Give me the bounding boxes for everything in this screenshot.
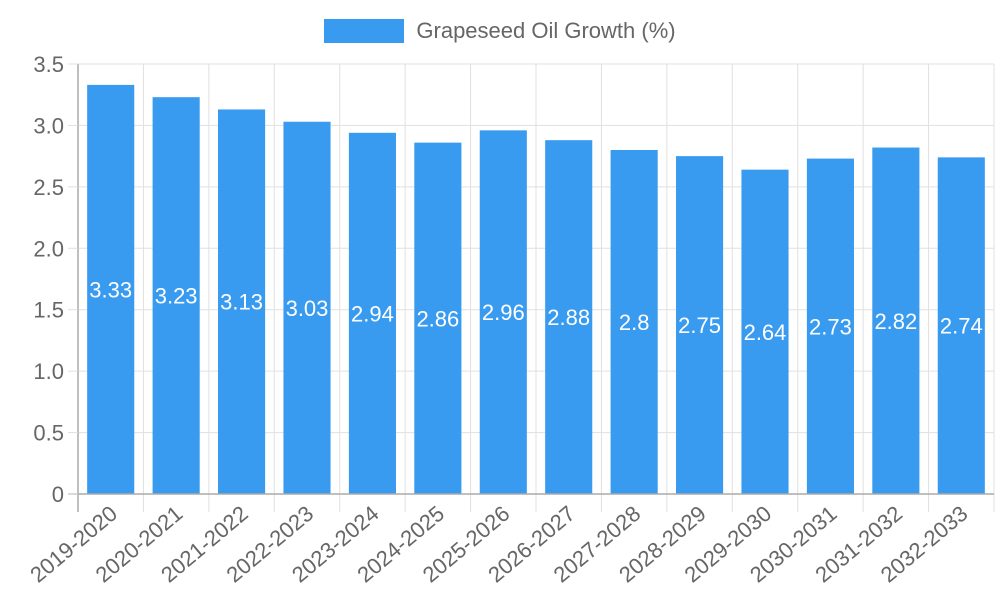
bar-value-label: 2.73 xyxy=(809,314,852,339)
axes xyxy=(68,64,994,512)
bar-value-label: 3.13 xyxy=(220,290,263,315)
bar-value-label: 3.33 xyxy=(89,277,132,302)
bar[interactable] xyxy=(348,132,396,495)
bar[interactable] xyxy=(479,130,527,495)
y-tick-label: 2.0 xyxy=(33,236,64,261)
y-tick-label: 3.5 xyxy=(33,52,64,77)
legend-label: Grapeseed Oil Growth (%) xyxy=(416,18,676,43)
bar[interactable] xyxy=(152,97,200,495)
value-labels: 3.33 3.23 3.13 3.03 2.94 2.86 2.96 2.88 2.8 2.75 2… xyxy=(89,277,982,344)
bar-value-label: 3.03 xyxy=(286,296,329,321)
bar[interactable] xyxy=(414,142,462,494)
x-axis-ticks: 2019-20202020-20212021-20222022-20232023… xyxy=(25,501,972,588)
bar-value-label: 3.23 xyxy=(155,284,198,309)
bar-value-label: 2.88 xyxy=(547,305,590,330)
bar[interactable] xyxy=(87,84,135,494)
bar[interactable] xyxy=(741,169,789,494)
bar-value-label: 2.82 xyxy=(874,309,917,334)
bar-value-label: 2.94 xyxy=(351,301,394,326)
bar[interactable] xyxy=(676,156,724,494)
bars xyxy=(87,84,985,495)
y-tick-label: 0.5 xyxy=(33,421,64,446)
bar-value-label: 2.86 xyxy=(416,306,459,331)
bar-value-label: 2.96 xyxy=(482,300,525,325)
bar[interactable] xyxy=(545,140,593,494)
bar[interactable] xyxy=(937,157,985,494)
chart-legend: Grapeseed Oil Growth (%) xyxy=(0,18,1000,44)
bar-value-label: 2.8 xyxy=(619,310,650,335)
bar[interactable] xyxy=(610,150,658,494)
bar-value-label: 2.74 xyxy=(940,314,983,339)
bar-value-label: 2.64 xyxy=(744,320,787,345)
bar[interactable] xyxy=(806,158,854,494)
bar-value-label: 2.75 xyxy=(678,313,721,338)
y-axis-ticks: 0 0.5 1.0 1.5 2.0 2.5 3.0 3.5 xyxy=(33,52,78,507)
gridlines xyxy=(77,63,995,512)
y-tick-label: 0 xyxy=(52,482,64,507)
bar[interactable] xyxy=(872,147,920,495)
y-tick-label: 3.0 xyxy=(33,113,64,138)
y-tick-label: 1.5 xyxy=(33,298,64,323)
bar[interactable] xyxy=(218,109,266,494)
bar[interactable] xyxy=(283,121,331,494)
y-tick-label: 2.5 xyxy=(33,175,64,200)
legend-swatch[interactable] xyxy=(324,19,405,43)
y-tick-label: 1.0 xyxy=(33,359,64,384)
